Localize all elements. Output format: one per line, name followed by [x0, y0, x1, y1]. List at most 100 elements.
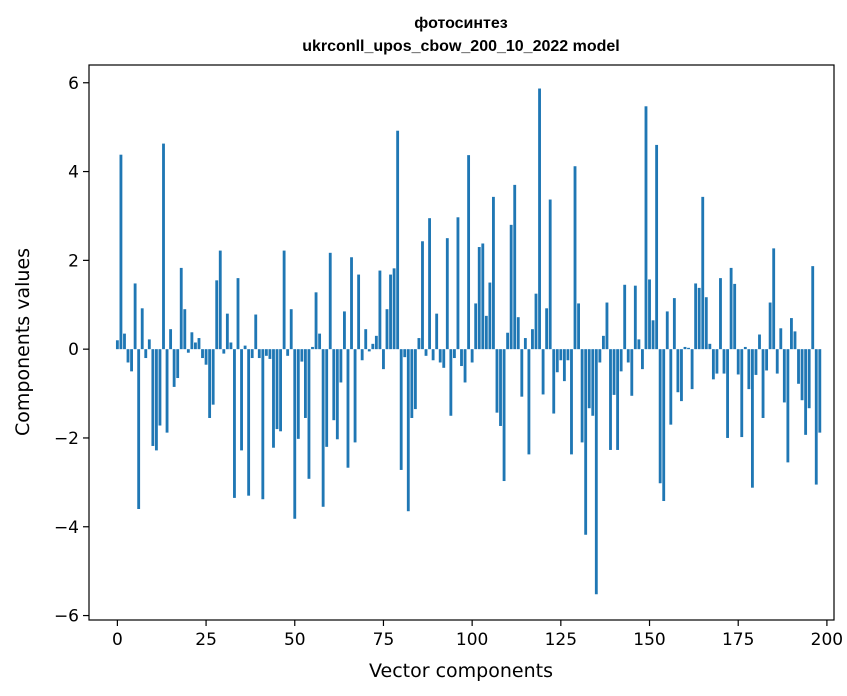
bar: [417, 338, 421, 350]
bar: [360, 349, 364, 361]
bar: [452, 349, 456, 359]
bar: [651, 320, 655, 350]
x-tick-label: 0: [112, 630, 123, 650]
bar: [406, 349, 410, 512]
bar: [701, 196, 705, 350]
bar: [456, 217, 460, 350]
bar: [445, 238, 449, 350]
bar: [715, 349, 719, 374]
bar: [527, 349, 531, 455]
x-tick-label: 100: [456, 630, 488, 650]
bar: [474, 303, 478, 350]
bar: [506, 332, 510, 350]
bar: [609, 349, 612, 450]
bar: [523, 338, 527, 350]
bar: [449, 349, 453, 416]
bar: [619, 349, 623, 372]
bar: [130, 349, 133, 372]
bar: [481, 243, 485, 350]
x-axis-ticks: 0 25 50 75 100 125 150 175 200: [112, 620, 843, 650]
bar: [314, 292, 318, 350]
bar: [492, 196, 495, 350]
bar: [601, 335, 605, 350]
bar: [204, 349, 208, 365]
bar: [396, 130, 400, 350]
bar: [605, 302, 609, 350]
bar: [719, 278, 722, 350]
bar: [353, 349, 357, 443]
bar: [775, 349, 779, 374]
bar: [736, 349, 740, 375]
bar: [162, 143, 165, 350]
bar: [194, 342, 197, 350]
bar: [268, 349, 272, 359]
bar: [460, 349, 463, 367]
bar: [814, 349, 818, 485]
bar: [648, 279, 651, 350]
bar: [516, 317, 520, 350]
bar: [658, 349, 662, 484]
x-tick-label: 175: [722, 630, 754, 650]
bar: [577, 303, 580, 350]
bar: [552, 349, 556, 414]
bar: [264, 349, 268, 356]
bar: [374, 335, 378, 350]
y-axis-ticks: −6 −4 −2 0 2 4 6: [54, 74, 89, 627]
bar: [807, 349, 811, 409]
bar: [722, 349, 726, 374]
bar: [385, 309, 389, 350]
bar: [587, 349, 591, 409]
bar: [311, 346, 314, 350]
bar: [477, 247, 481, 350]
bar: [247, 349, 251, 496]
bar: [222, 349, 226, 354]
bar: [293, 349, 297, 519]
bar: [257, 349, 261, 359]
bar: [144, 349, 148, 359]
bar: [428, 218, 431, 350]
bar: [690, 349, 694, 390]
bar: [435, 313, 439, 350]
bar: [790, 318, 793, 350]
bar: [325, 349, 329, 447]
bar: [502, 349, 506, 482]
bar: [637, 339, 641, 350]
bar: [538, 88, 541, 350]
bar: [676, 349, 680, 393]
bar: [367, 349, 371, 352]
bar: [172, 349, 176, 387]
bar: [758, 334, 761, 350]
bar: [236, 278, 240, 350]
bar: [421, 241, 424, 350]
bar: [747, 349, 751, 390]
bar: [541, 349, 545, 395]
chart-subtitle: ukrconll_upos_cbow_200_10_2022 model: [302, 38, 619, 55]
bar: [147, 339, 151, 350]
bar: [183, 309, 187, 350]
bar: [555, 349, 559, 373]
bar: [123, 333, 126, 350]
bar: [665, 311, 669, 350]
bar: [328, 252, 332, 350]
bar: [254, 314, 258, 350]
bar: [151, 349, 155, 446]
bar: [765, 349, 769, 371]
bar: [357, 274, 361, 350]
bar: [683, 346, 687, 350]
x-tick-label: 25: [195, 630, 217, 650]
bar: [782, 349, 786, 403]
bar: [392, 268, 396, 350]
bars-group: [115, 88, 822, 595]
y-tick-label: 6: [68, 74, 79, 94]
bar: [612, 349, 616, 395]
bar: [115, 340, 119, 350]
bar: [740, 349, 744, 438]
bar: [364, 329, 368, 350]
y-tick-label: −2: [54, 429, 79, 449]
bar: [307, 349, 311, 479]
bar: [275, 349, 279, 430]
y-tick-label: −4: [54, 518, 79, 538]
bar: [272, 349, 275, 448]
bar: [225, 313, 229, 350]
